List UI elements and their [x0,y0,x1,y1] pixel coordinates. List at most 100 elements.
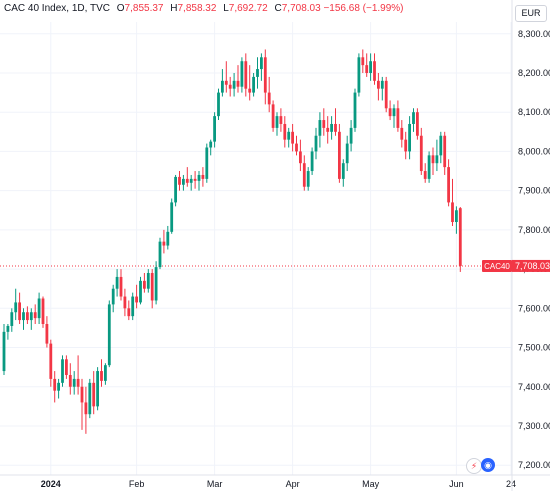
candle [404,139,408,152]
candle [416,112,419,136]
candle [185,178,189,183]
candle [2,331,6,372]
candle [451,202,454,223]
candle [455,210,458,223]
candle [107,304,111,366]
candle [236,80,240,87]
candle [189,178,193,183]
candle [271,104,275,128]
candle [431,155,435,164]
candle [100,371,103,381]
y-tick-label: 8,300.00 [518,29,550,39]
candle [18,302,21,321]
candle [123,296,127,309]
candle [80,386,84,403]
candle [104,365,107,381]
candle [377,80,380,89]
candle [326,127,330,132]
candle [338,131,341,179]
open-key: O [116,3,125,14]
candle [213,116,216,142]
candle [302,163,306,187]
candle [341,163,345,179]
candle [380,80,384,89]
symbol-label[interactable]: CAC 40 Index, 1D, TVC [4,3,110,14]
candle [61,359,64,383]
candle [283,123,287,140]
candle [72,378,76,387]
currency-selector[interactable]: EUR [515,5,547,22]
candle [162,241,166,246]
y-tick-label: 7,200.00 [518,460,550,470]
candle [427,155,431,179]
candle [244,61,248,89]
candle [419,135,423,172]
candle [154,267,158,301]
candle [322,120,326,128]
x-tick-label: Apr [286,479,300,489]
candle [84,402,88,415]
candle [260,57,263,70]
x-tick-label: Jun [449,479,464,489]
candle [443,135,447,168]
close-value: 7,708.03 [281,3,321,14]
candle [29,312,33,321]
candle [361,57,365,66]
x-tick-label: Mar [207,479,223,489]
candle [287,131,291,140]
candle [14,302,18,313]
candle [349,127,353,144]
candle [248,88,252,93]
candle [412,112,415,124]
candle [369,61,372,73]
candle [330,123,333,132]
y-tick-label: 7,800.00 [518,225,550,235]
candle [232,80,236,89]
candle [33,312,37,319]
candle [353,92,357,128]
chart-header: CAC 40 Index, 1D, TVC O7,855.37 H7,858.3… [4,3,404,14]
candle [201,174,205,179]
y-tick-label: 7,400.00 [518,382,550,392]
x-tick-label: 24 [506,479,516,489]
candle [49,343,53,379]
candle [314,135,318,152]
candle [291,131,294,144]
candle [68,374,72,387]
candle [396,108,400,128]
candle [228,84,232,89]
y-tick-label: 8,200.00 [518,68,550,78]
candle [240,61,244,87]
candle [310,151,314,172]
candle [408,123,411,152]
candle [139,280,142,303]
candle [166,231,170,246]
low-value: 7,692.72 [228,3,268,14]
candle [384,80,388,109]
candle [170,202,174,232]
x-tick-label: 2024 [41,479,61,489]
high-value: 7,858.32 [177,3,217,14]
logo-icon[interactable]: ◉ [481,458,495,472]
candle [279,116,283,124]
y-tick-label: 7,900.00 [518,186,550,196]
candle [37,298,41,319]
candle [439,135,443,156]
candle [193,178,197,181]
candle [22,312,25,321]
candle [182,178,185,185]
candle [267,92,271,105]
x-tick-label: Feb [129,479,145,489]
candle [197,174,201,181]
candle [88,382,92,415]
y-tick-label: 8,100.00 [518,107,550,117]
candle [217,92,220,117]
candle [447,167,450,203]
candle [392,108,396,117]
candle [96,371,99,407]
candle [435,155,439,164]
lightning-icon[interactable]: ⚡ [466,458,482,474]
candle [205,147,209,179]
candle [458,208,462,266]
